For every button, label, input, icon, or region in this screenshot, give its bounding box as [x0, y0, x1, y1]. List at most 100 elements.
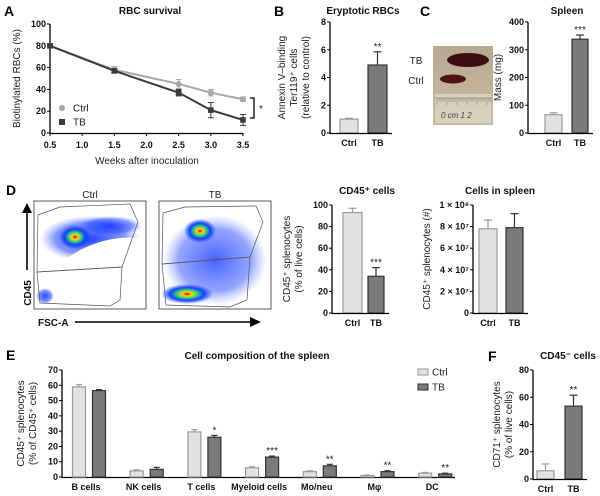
chart-a-point-ctrl [240, 96, 246, 103]
chart-c-x-tick-label: Ctrl [546, 138, 562, 148]
chart-c-y-axis-label: Mass (mg) [493, 54, 504, 101]
chart-f-bar-tb [564, 405, 583, 480]
chart-d2-bar-tb [505, 227, 524, 314]
panel-label-c: C [420, 3, 430, 19]
chart-e-y-tick-label: 40 [48, 411, 58, 421]
chart-e-bar-ctrl [71, 386, 87, 478]
chart-b-y-tick-label: 2 [321, 100, 326, 110]
chart-e-legend-label: Ctrl [432, 368, 448, 379]
chart-e-bar-tb [207, 436, 222, 478]
chart-a-title: RBC survival [119, 6, 181, 17]
chart-e-x-tick-label: Mφ [368, 482, 382, 492]
chart-c-x-tick-label: TB [574, 138, 586, 148]
chart-d2-title: Cells in spleen [465, 186, 535, 197]
chart-e-y-tick-label: 60 [48, 380, 58, 390]
chart-d1-bar-tb [367, 275, 385, 314]
chart-a-point-ctrl [175, 80, 182, 87]
chart-d2-y-tick-label: 0 [464, 308, 469, 318]
chart-e-bar-ctrl [360, 474, 375, 478]
panel-label-a: A [4, 3, 14, 19]
fsc-arrow [75, 317, 261, 327]
ruler-text: 0 cm 1 2 [441, 111, 472, 120]
chart-a-point-tb [175, 89, 182, 96]
chart-c-y-tick-label: 200 [509, 73, 524, 83]
chart-b-title: Eryptotic RBCs [326, 6, 400, 17]
photo-label-ctrl: Ctrl [408, 76, 424, 87]
panel-label-d: D [6, 182, 16, 198]
chart-d1-y-axis-label: (% of live cells) [294, 225, 305, 292]
chart-a-legend-label: Ctrl [73, 104, 89, 115]
chart-b-x-tick-label: Ctrl [341, 138, 357, 148]
chart-a-y-tick-label: 40 [36, 84, 46, 94]
chart-f-title: CD45⁻ cells [540, 351, 596, 362]
chart-f-significance: ** [570, 385, 578, 396]
chart-b-y-tick-label: 4 [321, 73, 326, 83]
chart-e-y-tick-label: 30 [48, 426, 58, 436]
chart-b-y-axis-label: Annexin V–binding [277, 36, 288, 119]
chart-d1-x-tick-label: Ctrl [345, 318, 361, 328]
chart-a-point-tb [47, 43, 53, 49]
flow-plot-tb [158, 200, 272, 310]
chart-a-y-tick-label: 0 [41, 128, 46, 138]
chart-f-x-tick-label: TB [568, 484, 580, 494]
chart-e-bar-ctrl [129, 470, 144, 478]
chart-e-significance: * [212, 425, 216, 436]
chart-a-point-tb [208, 107, 214, 113]
chart-e-y-axis-label: (% of CD45⁺ cells) [28, 382, 39, 465]
chart-a-significance-bracket [250, 97, 255, 119]
chart-a-y-tick-label: 60 [36, 63, 46, 73]
cd45-arrow [22, 203, 32, 270]
chart-b-y-axis-label: Ter119⁺ cells [289, 49, 300, 107]
chart-e-y-tick-label: 70 [48, 365, 58, 375]
chart-d2-bar-ctrl [478, 228, 498, 314]
flow-x-axis-label: FSC-A [38, 318, 69, 329]
chart-b-significance: ** [374, 42, 382, 53]
chart-d2-y-tick-label: 2 × 10⁷ [440, 286, 469, 296]
chart-f-y-axis-label: CD71⁺ splenocytes [492, 381, 503, 467]
chart-e-y-tick-label: 20 [48, 441, 58, 451]
chart-b-y-tick-label: 8 [321, 17, 326, 27]
chart-e-title: Cell composition of the spleen [184, 351, 329, 362]
flow-plot-ctrl [33, 200, 147, 310]
chart-c-y-tick-label: 300 [509, 45, 524, 55]
chart-a-x-tick-label: 1.0 [76, 140, 89, 150]
chart-d1-y-tick-label: 60 [318, 243, 328, 253]
chart-a-legend-label: TB [73, 118, 86, 129]
chart-f-x-tick-label: Ctrl [538, 484, 554, 494]
panel-label-b: B [274, 3, 284, 19]
chart-e-bar-ctrl [302, 471, 317, 478]
chart-f-y-tick-label: 20 [519, 447, 529, 457]
chart-d2-x-tick-label: Ctrl [480, 318, 496, 328]
chart-e-bar-ctrl [187, 431, 202, 478]
chart-d2-x-tick-label: TB [509, 318, 521, 328]
chart-d1-y-tick-label: 20 [318, 286, 328, 296]
chart-e-legend-swatch-ctrl [417, 368, 429, 376]
chart-d2-y-axis-label: CD45⁺ splenocytes (#) [422, 208, 433, 309]
chart-a-legend-marker-ctrl [59, 105, 65, 111]
chart-f-bar-ctrl [536, 470, 555, 480]
chart-e-y-tick-label: 10 [48, 457, 58, 467]
chart-c-bar-ctrl [544, 114, 563, 134]
chart-e-bar-tb [265, 456, 280, 478]
chart-f-y-tick-label: 0 [524, 474, 529, 484]
flow-title-ctrl: Ctrl [82, 190, 98, 201]
chart-e-significance: *** [266, 446, 278, 457]
chart-a-x-tick-label: 0.5 [44, 140, 57, 150]
chart-c-significance: *** [574, 25, 586, 36]
chart-d1-y-tick-label: 100 [313, 200, 328, 210]
chart-a-y-tick-label: 20 [36, 106, 46, 116]
chart-d2-y-tick-label: 1 × 10⁸ [439, 200, 469, 210]
chart-f-y-tick-label: 60 [519, 392, 529, 402]
chart-a-line-ctrl [49, 44, 244, 101]
chart-d2-y-tick-label: 6 × 10⁷ [440, 243, 469, 253]
chart-c-y-tick-label: 0 [519, 128, 524, 138]
chart-b-y-axis-label: (relative to control) [301, 36, 312, 119]
chart-e-x-tick-label: NK cells [126, 482, 162, 492]
chart-a-point-tb [240, 117, 246, 123]
spleen-photo: 0 cm 1 2 [433, 46, 493, 125]
chart-f-y-axis-label: (% of live cells) [504, 391, 515, 458]
chart-d1-bar-ctrl [342, 211, 363, 314]
chart-e-x-tick-label: T cells [187, 482, 215, 492]
chart-a-x-tick-label: 2.0 [140, 140, 153, 150]
chart-e-legend-label: TB [432, 383, 445, 394]
